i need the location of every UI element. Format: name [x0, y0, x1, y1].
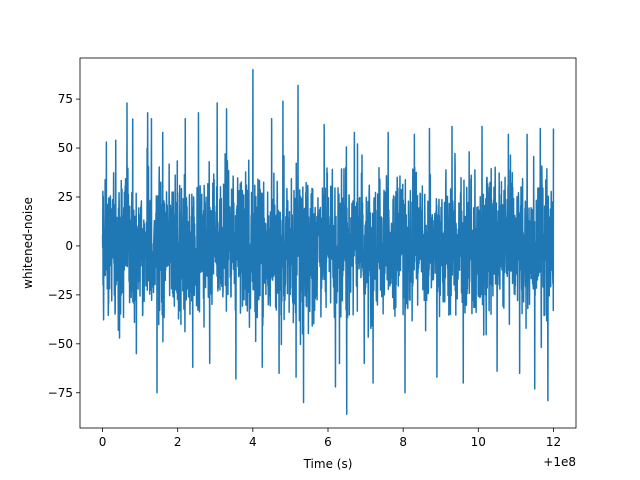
x-tick-label: 8: [399, 435, 407, 449]
y-tick-label: 0: [65, 239, 73, 253]
y-axis: 75 50 25 0 −25 −50 −75: [48, 92, 80, 400]
x-tick-label: 2: [174, 435, 182, 449]
y-tick-label: 75: [58, 92, 73, 106]
y-tick-label: 25: [58, 190, 73, 204]
y-tick-label: −50: [48, 337, 73, 351]
y-tick-label: −25: [48, 288, 73, 302]
x-tick-label: 10: [471, 435, 486, 449]
x-tick-label: 6: [324, 435, 332, 449]
x-tick-label: 4: [249, 435, 257, 449]
y-tick-label: −75: [48, 386, 73, 400]
x-tick-label: 12: [546, 435, 561, 449]
x-axis-label: Time (s): [303, 457, 353, 471]
series-layer: [101, 69, 555, 416]
y-tick-label: 50: [58, 141, 73, 155]
y-axis-label: whitened-noise: [21, 197, 35, 289]
x-offset-label: +1e8: [543, 455, 576, 469]
x-tick-label: 0: [99, 435, 107, 449]
whitened-noise-series-line: [101, 69, 555, 416]
x-axis: 0 2 4 6 8 10 12: [99, 428, 561, 449]
